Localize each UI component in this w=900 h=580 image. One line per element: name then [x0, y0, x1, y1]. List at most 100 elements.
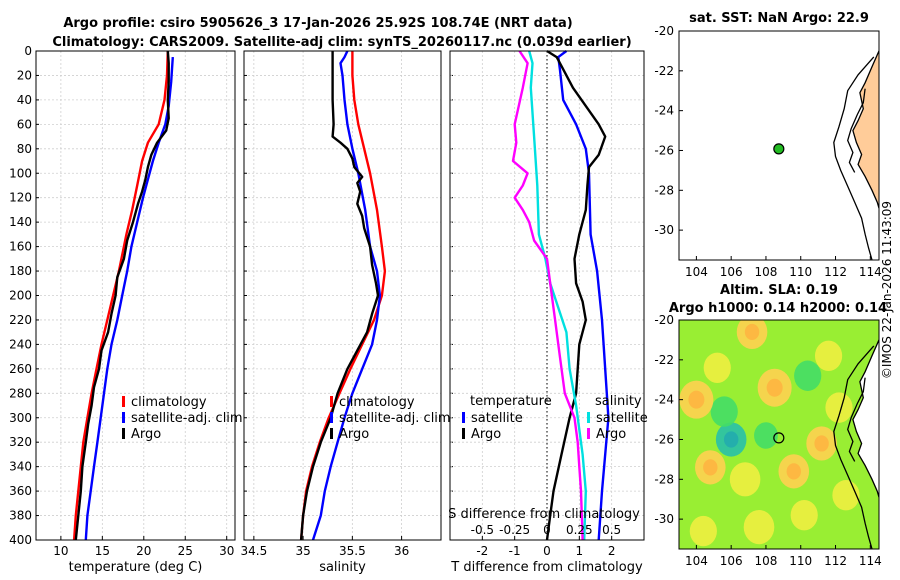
temperature-series-0 — [72, 50, 169, 541]
diff-xlabel-top: S difference from climatology — [448, 507, 640, 522]
sla-anomaly-blob-13 — [814, 340, 843, 372]
differences-xtick-label-2: 0 — [543, 544, 551, 558]
temperature-series-2 — [74, 50, 170, 541]
sla-map-panel: 104 106 108 110 112 114 -20 -22 -24 -26 -28 -30 Alti… — [654, 283, 887, 568]
differences-series-1 — [545, 49, 607, 541]
sla_map-ytick-label-5: -30 — [654, 512, 674, 526]
sla-anomaly-core-5 — [766, 378, 783, 397]
sst_map-argo-marker — [773, 143, 785, 155]
salinity-legend-swatch-2 — [330, 428, 333, 439]
sla-anomaly-core-8 — [786, 463, 801, 480]
sla-anomaly-core-3 — [744, 323, 760, 341]
sla_map-contour-1 — [847, 377, 866, 462]
sst_map-ytick-label-0: -20 — [654, 24, 674, 38]
diff-right-legend-swatch-1 — [587, 428, 590, 439]
depth-tick-label-10: 200 — [9, 289, 32, 303]
diff-top-tick-label-3: 0.25 — [566, 523, 593, 537]
sla_map-ytick-label-2: -24 — [654, 393, 674, 407]
sst_map-ytick-label-3: -26 — [654, 143, 674, 157]
temperature-xtick-label-0: 10 — [53, 544, 68, 558]
sla-anomaly-blob-12 — [689, 515, 717, 547]
sla-anomaly-blob-7 — [729, 462, 761, 497]
depth-tick-label-3: 60 — [17, 117, 32, 131]
depth-tick-label-1: 20 — [17, 68, 32, 82]
sla-background — [679, 320, 879, 549]
diff-left-legend-label-0: satellite — [471, 411, 523, 426]
diff-xlabel: T difference from climatology — [450, 560, 643, 575]
temperature-xlabel: temperature (deg C) — [69, 560, 203, 575]
temperature-xtick-label-2: 20 — [136, 544, 151, 558]
sla_map-ytick-label-1: -22 — [654, 353, 674, 367]
sla_map-xtick-label-1: 106 — [720, 554, 743, 568]
sst_map-plot-area — [833, 50, 879, 260]
sst_map-contour-0 — [852, 50, 879, 209]
temperature-legend-label-2: Argo — [131, 427, 161, 442]
sla-anomaly-core-9 — [814, 435, 829, 452]
salinity-xtick-label-1: 35 — [295, 544, 310, 558]
depth-tick-label-9: 180 — [9, 264, 32, 278]
depth-tick-label-17: 340 — [9, 460, 32, 474]
salinity-legend-label-2: Argo — [339, 427, 369, 442]
diff-legend-sal-title: salinity — [595, 394, 642, 409]
sla-anomaly-blob-10 — [790, 499, 818, 531]
salinity-panel: 34.5 35 35.5 36 salinity climatologysatellite… — [240, 50, 451, 575]
salinity-legend-label-1: satellite-adj. clim — [339, 411, 451, 426]
temperature-legend-label-0: climatology — [131, 395, 207, 410]
sst_map-xtick-label-0: 104 — [685, 265, 708, 279]
title-line-2: Climatology: CARS2009. Satellite-adj cli… — [52, 35, 631, 50]
sla-anomaly-blob-15 — [754, 422, 778, 449]
sla_map-contour-2 — [833, 345, 875, 549]
sla-anomaly-blob-1 — [710, 396, 738, 427]
sla_map-ytick-label-3: -26 — [654, 432, 674, 446]
diff-left-legend-label-1: Argo — [471, 427, 501, 442]
salinity-xtick-label-0: 34.5 — [240, 544, 267, 558]
sla-anomaly-blob-4 — [703, 352, 731, 383]
temperature-xtick-label-4: 30 — [219, 544, 234, 558]
sla_map-xtick-label-2: 108 — [755, 554, 778, 568]
sla-anomaly-core-2 — [688, 390, 705, 409]
sla_map-argo-marker — [773, 432, 785, 444]
depth-tick-label-13: 260 — [9, 362, 32, 376]
sla-anomaly-core-0 — [723, 431, 739, 448]
sst-map-panel: 104 106 108 110 112 114 -20 -22 -24 -26 -28 -30 sat.… — [654, 11, 881, 279]
depth-tick-label-14: 280 — [9, 386, 32, 400]
title-line-1: Argo profile: csiro 5905626_3 17-Jan-202… — [63, 16, 572, 31]
sla_map-land — [852, 339, 879, 498]
depth-tick-label-2: 40 — [17, 93, 32, 107]
sst_map-contour-2 — [833, 56, 875, 260]
temperature-legend-swatch-1 — [122, 412, 125, 423]
salinity-xtick-label-2: 35.5 — [339, 544, 366, 558]
diff-top-tick-label-0: -0.5 — [471, 523, 494, 537]
sst_map-frame — [678, 30, 880, 261]
salinity-legend-label-0: climatology — [339, 395, 415, 410]
salinity-xtick-label-3: 36 — [394, 544, 409, 558]
sst_map-xtick-label-1: 106 — [720, 265, 743, 279]
diff-left-legend-swatch-1 — [462, 428, 465, 439]
salinity-series-2 — [299, 51, 380, 541]
sla-anomaly-blob-17 — [832, 480, 860, 511]
differences-xtick-label-3: 1 — [576, 544, 584, 558]
diff-top-tick-label-1: -0.25 — [499, 523, 530, 537]
depth-tick-label-11: 220 — [9, 313, 32, 327]
sst_map-ytick-label-5: -30 — [654, 223, 674, 237]
sla-map-title-2: Argo h1000: 0.14 h2000: 0.14 — [669, 301, 887, 316]
diff-top-tick-label-4: 0.5 — [602, 523, 621, 537]
sla_map-ytick-label-0: -20 — [654, 313, 674, 327]
temperature-series-1 — [84, 57, 174, 541]
sst_map-ytick-label-4: -28 — [654, 183, 674, 197]
sla-anomaly-blob-11 — [743, 509, 775, 545]
diff-top-tick-label-2: 0 — [543, 523, 551, 537]
imos-timestamp: ©IMOS 22-Jan-2026 11:43:09 — [880, 201, 894, 379]
sla_map-plot-area — [679, 320, 879, 549]
differences-series-3 — [511, 50, 584, 541]
temperature-xtick-label-1: 15 — [95, 544, 110, 558]
depth-tick-label-12: 240 — [9, 337, 32, 351]
sla_map-xtick-label-5: 114 — [859, 554, 882, 568]
diff-right-legend-label-0: satellite — [596, 411, 648, 426]
depth-tick-label-8: 160 — [9, 240, 32, 254]
sla_map-xtick-label-3: 110 — [789, 554, 812, 568]
sla_map-xtick-label-4: 112 — [824, 554, 847, 568]
depth-tick-label-16: 320 — [9, 435, 32, 449]
temperature-panel: 10 15 20 25 30 temperature (deg C) climatology… — [9, 44, 243, 575]
